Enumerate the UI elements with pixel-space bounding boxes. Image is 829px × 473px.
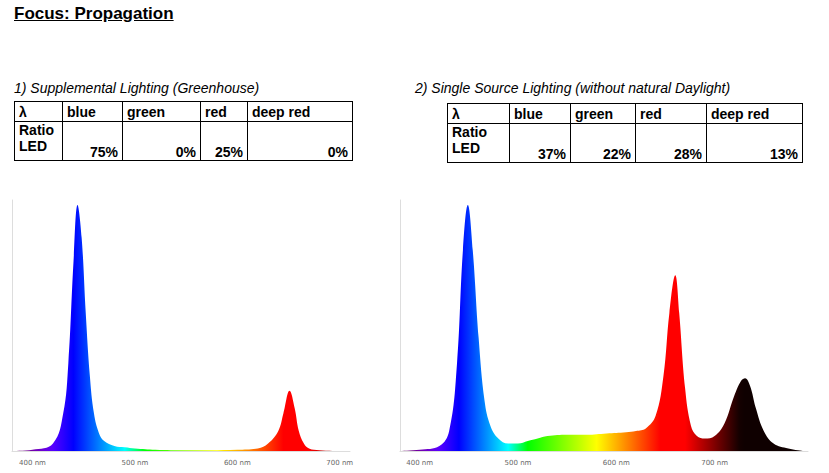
svg-text:400 nm: 400 nm [19, 459, 46, 467]
html-text:deep red: deep red [252, 103, 311, 120]
html-text:25%: 25% [215, 144, 243, 160]
html-text:13%: 13% [770, 146, 798, 162]
html-text:75%: 75% [90, 144, 118, 160]
html-text:blue: blue [514, 105, 543, 122]
svg-text:700 nm: 700 nm [326, 459, 353, 467]
html-text:28%: 28% [674, 146, 702, 162]
svg-text:500 nm: 500 nm [121, 459, 148, 467]
html-text:red: red [205, 103, 227, 120]
svg-text:700 nm: 700 nm [701, 459, 728, 467]
html-text:deep red: deep red [711, 105, 770, 122]
html-text:λ: λ [19, 103, 27, 120]
html-text:37%: 37% [538, 146, 566, 162]
html-text:green: green [575, 105, 614, 122]
html-text:0%: 0% [327, 144, 348, 160]
html-text:λ: λ [452, 105, 460, 122]
html-text:Ratio LED: Ratio LED [19, 122, 54, 154]
html-text:Focus: Propagation: Focus: Propagation [14, 4, 174, 23]
svg-text:400 nm: 400 nm [406, 459, 433, 467]
html-text:2) Single Source Lighting (wit: 2) Single Source Lighting (without natur… [415, 80, 731, 96]
html-text:green: green [127, 103, 166, 120]
html-text:red: red [640, 105, 662, 122]
html-text:0%: 0% [175, 144, 196, 160]
html-text:blue: blue [67, 103, 96, 120]
svg-text:600 nm: 600 nm [224, 459, 251, 467]
html-text:1) Supplemental Lighting (Gree: 1) Supplemental Lighting (Greenhouse) [14, 80, 260, 96]
html-text:22%: 22% [603, 146, 631, 162]
html-text:Ratio LED: Ratio LED [452, 124, 487, 156]
svg-text:600 nm: 600 nm [603, 459, 630, 467]
svg-text:500 nm: 500 nm [505, 459, 532, 467]
